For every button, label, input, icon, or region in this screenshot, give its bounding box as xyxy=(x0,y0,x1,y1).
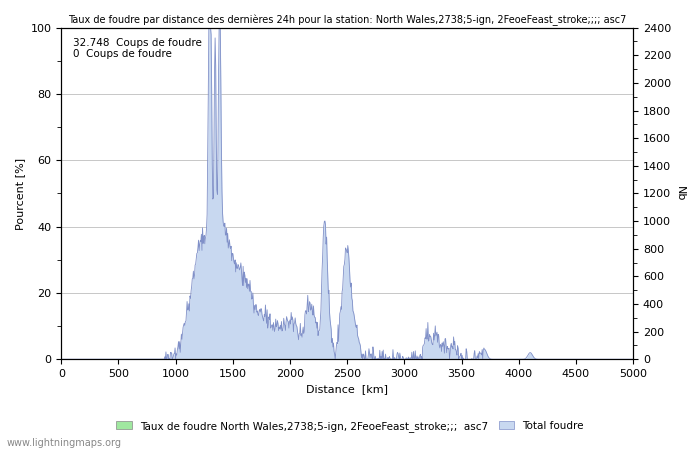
Text: 32.748  Coups de foudre
0  Coups de foudre: 32.748 Coups de foudre 0 Coups de foudre xyxy=(73,38,202,59)
Legend: Taux de foudre North Wales,2738;5-ign, 2FeoeFeast_stroke;;;  asc7, Total foudre: Taux de foudre North Wales,2738;5-ign, 2… xyxy=(112,417,588,436)
Y-axis label: Nb: Nb xyxy=(675,186,685,201)
X-axis label: Distance  [km]: Distance [km] xyxy=(306,384,388,395)
Y-axis label: Pourcent [%]: Pourcent [%] xyxy=(15,158,25,230)
Text: www.lightningmaps.org: www.lightningmaps.org xyxy=(7,438,122,448)
Title: Taux de foudre par distance des dernières 24h pour la station: North Wales,2738;: Taux de foudre par distance des dernière… xyxy=(68,15,626,27)
